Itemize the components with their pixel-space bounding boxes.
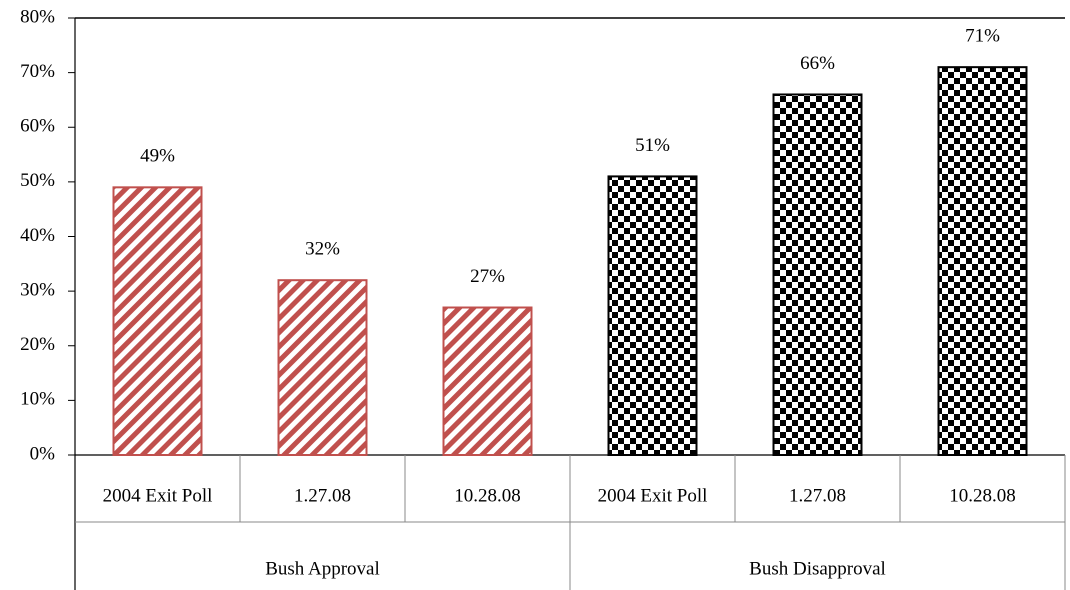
- x-tick-label: 2004 Exit Poll: [598, 485, 708, 506]
- y-tick-label: 0%: [30, 443, 56, 464]
- x-tick-label: 2004 Exit Poll: [103, 485, 213, 506]
- value-label: 32%: [305, 239, 340, 260]
- bar: [607, 175, 698, 456]
- x-tick-label: 10.28.08: [454, 485, 521, 506]
- group-label: Bush Approval: [265, 558, 380, 579]
- value-label: 27%: [470, 266, 505, 287]
- x-tick-label: 10.28.08: [949, 485, 1016, 506]
- bar: [937, 66, 1028, 456]
- bar: [112, 186, 203, 456]
- value-label: 49%: [140, 146, 175, 167]
- y-tick-label: 10%: [20, 389, 55, 410]
- y-tick-label: 30%: [20, 279, 55, 300]
- value-label: 71%: [965, 26, 1000, 47]
- group-label: Bush Disapproval: [749, 558, 886, 579]
- bar: [277, 279, 368, 457]
- x-tick-label: 1.27.08: [294, 485, 351, 506]
- y-tick-label: 50%: [20, 170, 55, 191]
- bar: [442, 306, 533, 457]
- value-label: 66%: [800, 53, 835, 74]
- y-tick-label: 70%: [20, 61, 55, 82]
- y-tick-label: 60%: [20, 116, 55, 137]
- x-tick-label: 1.27.08: [789, 485, 846, 506]
- value-label: 51%: [635, 135, 670, 156]
- y-tick-label: 80%: [20, 6, 55, 27]
- bar: [772, 93, 863, 456]
- y-tick-label: 40%: [20, 225, 55, 246]
- y-tick-label: 20%: [20, 334, 55, 355]
